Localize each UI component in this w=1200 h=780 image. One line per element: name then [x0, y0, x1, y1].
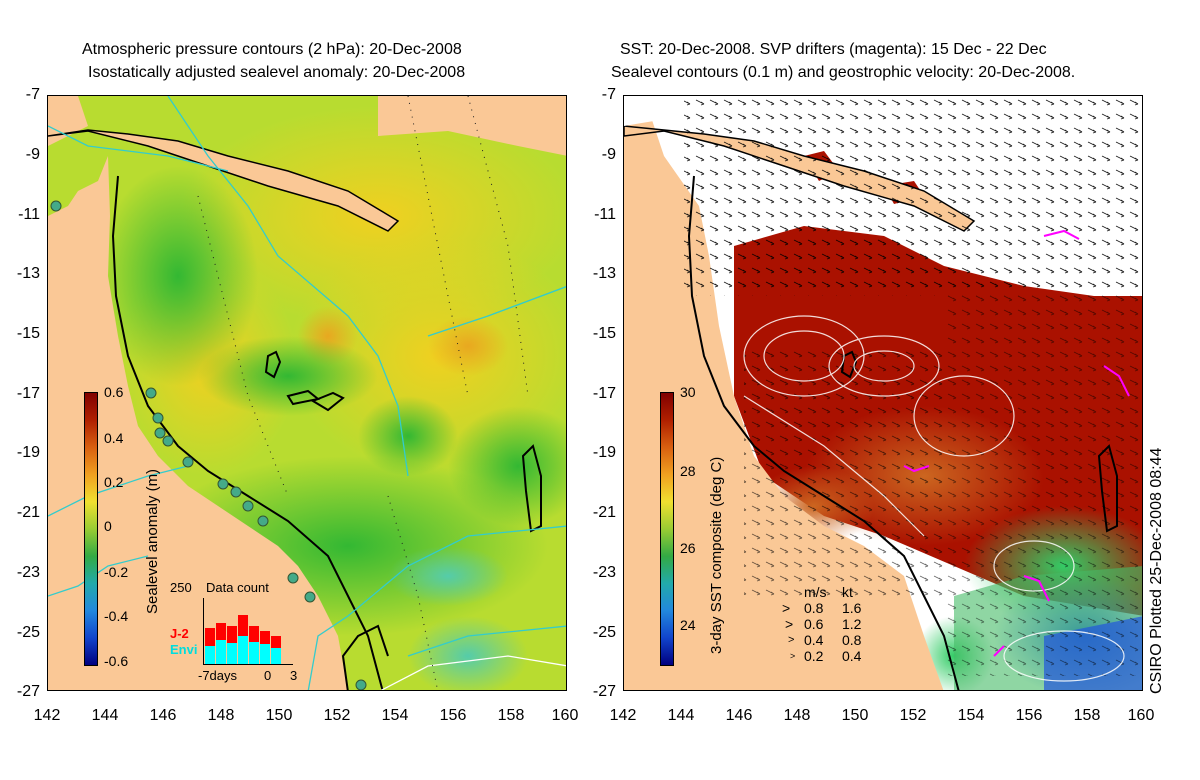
- sst-tick-24: 24: [680, 617, 696, 633]
- sst-plot: [624, 96, 1142, 690]
- sealevel-colorbar-label: Sealevel anomaly (m): [144, 468, 161, 614]
- key-row-ms: 0.4: [804, 632, 824, 648]
- sealevel-anomaly-plot: [48, 96, 566, 690]
- key-row-ms: 0.8: [804, 600, 824, 616]
- left-x-tick: 156: [439, 707, 467, 724]
- inset-bar-envi: [227, 643, 237, 664]
- right-y-tick: -9: [601, 146, 616, 163]
- sst-tick-28: 28: [680, 463, 696, 479]
- inset-axis: [203, 598, 204, 664]
- left-x-tick: 152: [323, 707, 351, 724]
- key-row-kt: 0.8: [842, 632, 862, 648]
- legend-j2: J-2: [170, 626, 189, 641]
- right-x-tick: 160: [1127, 707, 1155, 724]
- right-y-tick: -11: [594, 206, 616, 223]
- left-title-line2: Isostatically adjusted sealevel anomaly:…: [88, 64, 466, 81]
- right-y-tick: -17: [592, 385, 616, 402]
- right-x-tick: 146: [725, 707, 753, 724]
- right-x-tick: 148: [783, 707, 811, 724]
- sealevel-tick-0: 0.6: [104, 384, 124, 400]
- sealevel-tick-4: -0.2: [104, 564, 129, 580]
- right-sst-map: [623, 95, 1143, 691]
- velocity-key: m/s kt > 0.8 1.6 > 0.6 1.2 > 0.4 0.8 > 0…: [776, 584, 886, 674]
- left-x-tick: 148: [207, 707, 235, 724]
- left-x-tick: 144: [91, 707, 119, 724]
- left-x-tick: 154: [381, 707, 409, 724]
- sealevel-tick-3: 0: [104, 518, 112, 534]
- sst-tick-30: 30: [680, 384, 696, 400]
- inset-bar-envi: [216, 640, 226, 664]
- right-title-line2: Sealevel contours (0.1 m) and geostrophi…: [611, 64, 1076, 81]
- left-y-tick: -7: [25, 86, 40, 103]
- inset-bar-envi: [238, 636, 248, 664]
- right-x-tick: 142: [609, 707, 637, 724]
- sst-tick-26: 26: [680, 540, 696, 556]
- left-y-tick: -27: [16, 683, 40, 700]
- left-y-tick: -15: [16, 325, 40, 342]
- right-y-tick: -23: [592, 564, 616, 581]
- left-y-tick: -13: [16, 265, 40, 282]
- left-x-tick: 142: [33, 707, 61, 724]
- left-y-tick: -9: [25, 146, 40, 163]
- left-y-tick: -11: [18, 206, 40, 223]
- left-y-tick: -21: [16, 504, 40, 521]
- key-row-ms: 0.6: [804, 616, 824, 632]
- right-y-tick: -25: [592, 624, 616, 641]
- sealevel-tick-6: -0.6: [104, 653, 129, 669]
- data-count-inset: [203, 598, 293, 666]
- right-y-tick: -21: [592, 504, 616, 521]
- inset-x-label-zero: 0: [264, 668, 272, 683]
- key-arrow-icon: >: [782, 600, 791, 616]
- left-title-line1: Atmospheric pressure contours (2 hPa): 2…: [82, 41, 462, 58]
- sealevel-tick-1: 0.4: [104, 430, 124, 446]
- key-header-kt: kt: [842, 584, 853, 600]
- inset-bar-envi: [260, 644, 270, 664]
- inset-title: Data count: [206, 580, 269, 595]
- key-header-ms: m/s: [804, 584, 827, 600]
- right-y-tick: -7: [601, 86, 616, 103]
- right-y-tick: -19: [592, 444, 616, 461]
- right-title-line1: SST: 20-Dec-2008. SVP drifters (magenta)…: [620, 41, 1047, 58]
- key-row-ms: 0.2: [804, 648, 824, 664]
- key-row-kt: 1.6: [842, 600, 862, 616]
- left-x-tick: 158: [497, 707, 525, 724]
- left-y-tick: -25: [16, 624, 40, 641]
- right-y-tick: -15: [592, 325, 616, 342]
- key-row-kt: 0.4: [842, 648, 862, 664]
- sst-colorbar: [660, 392, 674, 666]
- right-x-tick: 150: [841, 707, 869, 724]
- left-y-tick: -23: [16, 564, 40, 581]
- right-x-tick: 156: [1015, 707, 1043, 724]
- left-x-tick: 150: [265, 707, 293, 724]
- inset-x-label-end: 3: [290, 668, 298, 683]
- key-arrow-icon: >: [788, 634, 795, 646]
- left-y-tick: -17: [16, 385, 40, 402]
- right-y-tick: -27: [592, 683, 616, 700]
- inset-bar-envi: [205, 646, 215, 664]
- legend-envi: Envi: [170, 642, 198, 657]
- plot-credit: CSIRO Plotted 25-Dec-2008 08:44: [1148, 447, 1165, 694]
- inset-x-label-start: -7days: [198, 668, 238, 683]
- left-x-tick: 160: [551, 707, 579, 724]
- inset-bar-envi: [249, 642, 259, 664]
- sealevel-tick-2: 0.2: [104, 474, 124, 490]
- sst-colorbar-label: 3-day SST composite (deg C): [708, 456, 725, 654]
- key-arrow-icon: >: [790, 651, 796, 661]
- left-y-tick: -19: [16, 444, 40, 461]
- right-x-tick: 144: [667, 707, 695, 724]
- right-y-tick: -13: [592, 265, 616, 282]
- key-row-kt: 1.2: [842, 616, 862, 632]
- key-arrow-icon: >: [785, 616, 794, 632]
- left-x-tick: 146: [149, 707, 177, 724]
- inset-bar-envi: [271, 648, 281, 664]
- right-x-tick: 154: [957, 707, 985, 724]
- inset-y-max: 250: [170, 580, 192, 595]
- left-sealevel-map: [47, 95, 567, 691]
- sealevel-colorbar: [84, 392, 98, 666]
- right-x-tick: 158: [1073, 707, 1101, 724]
- right-x-tick: 152: [899, 707, 927, 724]
- inset-baseline: [203, 664, 293, 665]
- sealevel-tick-5: -0.4: [104, 608, 129, 624]
